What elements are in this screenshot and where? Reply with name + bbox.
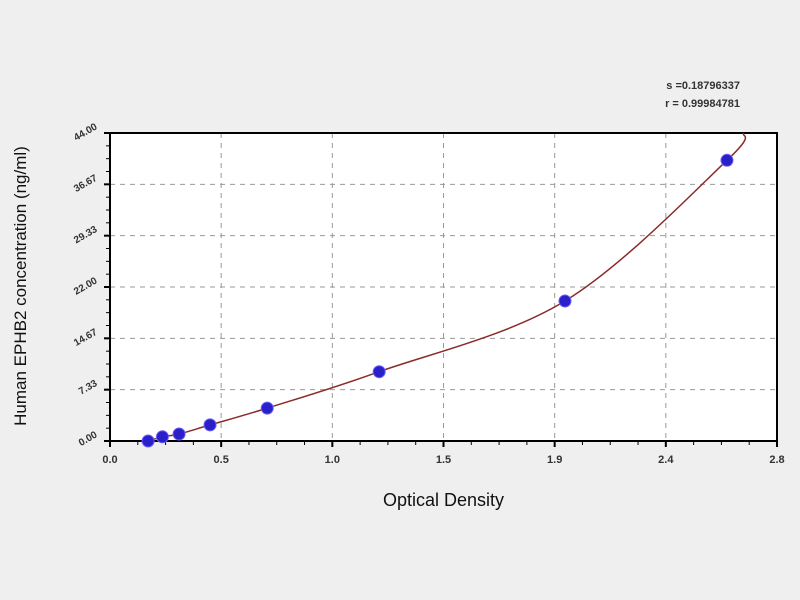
data-point — [720, 153, 734, 167]
y-tick-label: 14.67 — [72, 327, 100, 349]
data-point — [155, 430, 169, 444]
data-point — [141, 434, 155, 448]
x-tick-label: 0.0 — [102, 454, 117, 466]
x-tick-label: 2.8 — [769, 454, 784, 466]
fit-curve — [147, 132, 747, 442]
y-tick-label: 7.33 — [77, 378, 100, 397]
stat-r: r = 0.99984781 — [665, 98, 740, 110]
data-point — [372, 365, 386, 379]
y-tick-label: 0.00 — [77, 429, 100, 448]
x-tick-label: 1.9 — [547, 454, 562, 466]
x-axis-label: Optical Density — [382, 490, 505, 510]
y-axis-label: Human EPHB2 concentration (ng/ml) — [11, 146, 30, 426]
data-point — [172, 427, 186, 441]
data-point — [203, 418, 217, 432]
y-tick-label: 36.67 — [72, 173, 100, 195]
x-tick-label: 1.5 — [436, 454, 451, 466]
x-tick-label: 0.5 — [214, 454, 229, 466]
data-point — [260, 401, 274, 415]
y-tick-label: 29.33 — [72, 224, 100, 246]
x-tick-label: 1.0 — [325, 454, 340, 466]
data-point — [558, 294, 572, 308]
x-tick-label: 2.4 — [658, 454, 674, 466]
y-tick-label: 22.00 — [72, 275, 100, 297]
plot-frame — [109, 132, 778, 442]
stat-s: s =0.18796337 — [666, 80, 740, 92]
y-tick-label: 44.00 — [72, 121, 100, 143]
